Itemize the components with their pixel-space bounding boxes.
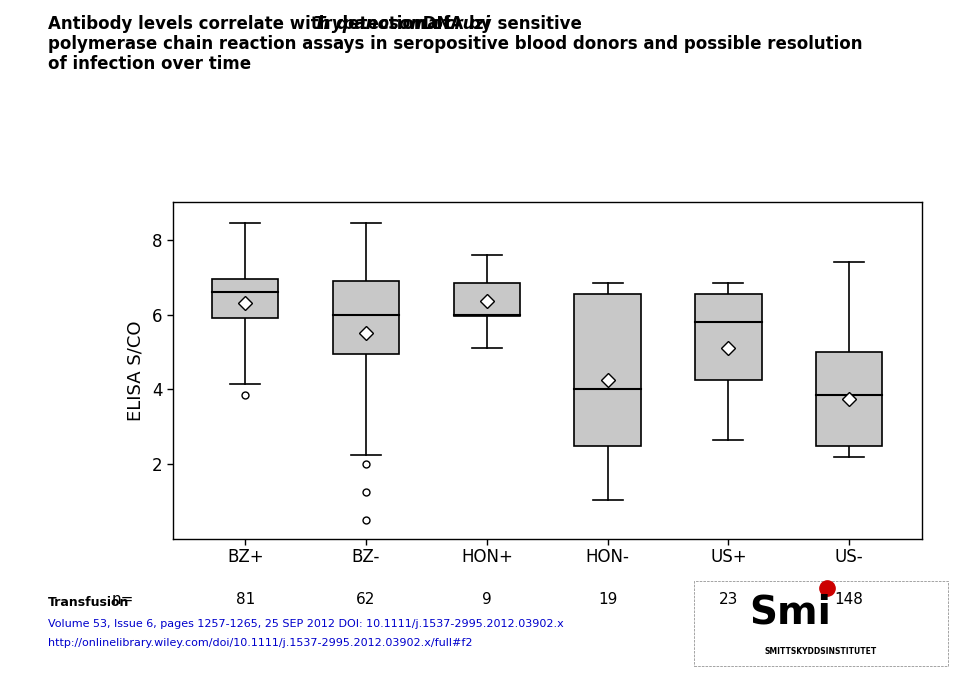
Text: of infection over time: of infection over time: [48, 55, 252, 73]
Y-axis label: ELISA S/CO: ELISA S/CO: [127, 320, 145, 421]
Text: DNA by sensitive: DNA by sensitive: [417, 15, 582, 33]
Text: Trypanosoma cruzi: Trypanosoma cruzi: [314, 15, 491, 33]
Text: 9: 9: [482, 592, 492, 607]
Bar: [816, 352, 882, 446]
Text: 81: 81: [235, 592, 255, 607]
Bar: [574, 294, 641, 446]
Text: 23: 23: [719, 592, 738, 607]
Text: Antibody levels correlate with detection of: Antibody levels correlate with detection…: [48, 15, 456, 33]
Bar: [454, 282, 520, 316]
Text: http://onlinelibrary.wiley.com/doi/10.1111/j.1537-2995.2012.03902.x/full#f2: http://onlinelibrary.wiley.com/doi/10.11…: [48, 638, 472, 648]
Text: SMITTSKYDDSINSTITUTET: SMITTSKYDDSINSTITUTET: [765, 647, 876, 656]
Bar: [695, 294, 761, 380]
Text: 62: 62: [356, 592, 375, 607]
Text: polymerase chain reaction assays in seropositive blood donors and possible resol: polymerase chain reaction assays in sero…: [48, 35, 862, 53]
Text: n=: n=: [111, 592, 133, 607]
Text: Smi: Smi: [749, 594, 830, 632]
Text: Transfusion: Transfusion: [48, 596, 130, 609]
Text: 19: 19: [598, 592, 617, 607]
Text: Volume 53, Issue 6, pages 1257-1265, 25 SEP 2012 DOI: 10.1111/j.1537-2995.2012.0: Volume 53, Issue 6, pages 1257-1265, 25 …: [48, 619, 564, 629]
Bar: [333, 281, 399, 354]
Text: 148: 148: [834, 592, 864, 607]
Bar: [212, 279, 278, 318]
